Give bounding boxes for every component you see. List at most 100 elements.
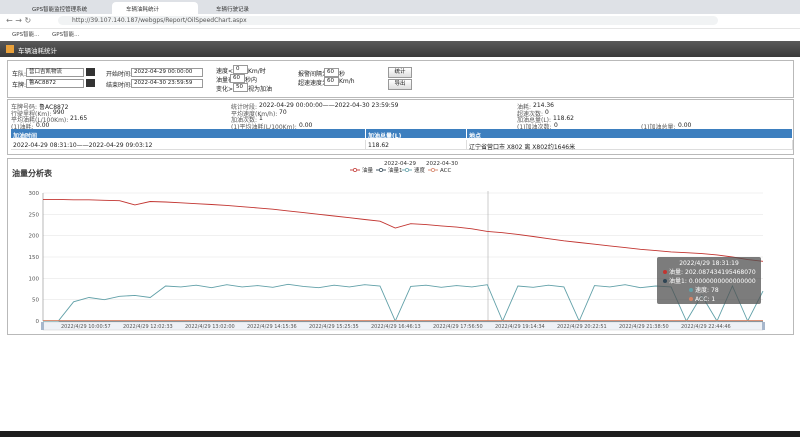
zoom-handle [762, 322, 765, 330]
summary-label: (1)平均油耗(L/100Km): [231, 123, 297, 131]
table-cell-text: 2022-04-29 08:31:10——2022-04-29 09:03:12 [13, 142, 153, 149]
legend-marker [431, 168, 435, 172]
summary-value: 0.00 [36, 121, 50, 129]
x-label: 2022/4/29 12:02:33 [123, 324, 173, 330]
toolbar: ← → ↻ http://39.107.140.187/webgps/Repor… [0, 14, 800, 29]
input[interactable]: 60 [324, 68, 339, 77]
input[interactable]: 2022-04-30 23:59:59 [131, 79, 203, 88]
summary-label: 加油总量(L): [517, 117, 552, 124]
input[interactable]: 60 [324, 77, 339, 86]
legend-marker [353, 168, 357, 172]
y-tick-label: 150 [29, 255, 40, 261]
form-label: 视为加油 [248, 86, 273, 93]
button[interactable]: 统计 [388, 67, 412, 78]
search-button[interactable] [86, 79, 95, 87]
table-cell [366, 140, 467, 150]
table-cell-text: 辽宁省营口市 X802 离 X802约1646米 [469, 144, 576, 151]
x-label: 2022/4/29 21:38:50 [619, 324, 669, 330]
summary-value: 1 [259, 115, 263, 122]
tooltip-value: 0.0000000000000000 [689, 278, 756, 285]
input[interactable]: 60 [230, 74, 245, 83]
table-cell [467, 140, 793, 150]
form-label: Km/时 [248, 68, 266, 75]
date-label: 2022-04-29 [384, 161, 416, 167]
form-label: 秒 [339, 71, 346, 78]
x-label: 2022/4/29 10:00:57 [61, 324, 111, 330]
x-label: 2022/4/29 13:02:00 [185, 324, 235, 330]
chart: 油量分析表 2022-04-29 2022-04-30 0 50 100 150 200 250… [12, 161, 765, 331]
page-header: 车辆油耗统计 [0, 41, 800, 57]
series-line [43, 198, 764, 262]
query-form: 车队: 营口吉凯物流车牌: 鲁AC8872 开始时间: 2022-04-29 00:00… [7, 60, 794, 98]
summary-label: 油耗: [517, 104, 532, 111]
tooltip-value: 78 [711, 287, 719, 294]
tab[interactable] [112, 2, 198, 14]
y-tick-label: 250 [29, 212, 40, 218]
table-header-cell [366, 129, 466, 138]
table-header: 加油时间 [13, 133, 38, 140]
input[interactable]: 营口吉凯物流 [26, 68, 84, 77]
form-label: 秒内 [245, 77, 258, 84]
search-button[interactable] [86, 68, 95, 76]
form-label: 速度<= [216, 68, 239, 75]
form-label: 结束时间: [106, 82, 133, 89]
url: http://39.107.140.187/webgps/Report/OilS… [72, 17, 247, 24]
summary-value: 0.00 [299, 121, 313, 129]
x-label: 2022/4/29 16:46:13 [371, 324, 421, 330]
y-tick-label: 100 [29, 276, 40, 282]
summary-label: 行驶里程(Km): [11, 110, 52, 118]
form-label: 超速速度为 [298, 80, 329, 87]
form-label: 报警间隔为 [298, 71, 329, 78]
button[interactable]: 导出 [388, 79, 412, 90]
table-header-cell [11, 129, 365, 138]
address-field[interactable] [58, 16, 718, 25]
table-cell-text: 118.62 [368, 142, 389, 149]
form-label: 油量在 [216, 77, 235, 84]
nav-buttons[interactable]: ← → ↻ [6, 16, 32, 25]
summary-value: 鲁AC8872 [39, 104, 69, 111]
bookmark[interactable]: GPS智能... [52, 32, 80, 38]
x-label: 2022/4/29 20:22:51 [557, 324, 607, 330]
bookmarks-bar: GPS智能... GPS智能... [0, 29, 800, 38]
form-label: Km/h [339, 78, 355, 85]
summary-value: 0 [545, 108, 549, 116]
input[interactable]: 鲁AC8872 [26, 79, 84, 88]
bookmark[interactable]: GPS智能... [12, 32, 40, 38]
summary-label: 平均速度(Km/h): [231, 110, 278, 118]
x-label: 2022/4/29 14:15:36 [247, 324, 297, 330]
summary-label: (1)加油次数: [517, 123, 552, 131]
header-icon [6, 45, 14, 53]
date-label: 2022-04-30 [426, 161, 458, 167]
taskbar [0, 431, 800, 437]
summary-value: 70 [279, 108, 287, 116]
form-label: 开始时间: [106, 71, 133, 78]
summary-label: 平均油耗(L/100Km): [11, 117, 69, 124]
legend-label: 速度 [414, 166, 426, 174]
tooltip-value: 202.087434195468070 [685, 269, 756, 276]
series-line [43, 283, 764, 323]
table-cell [11, 140, 366, 150]
form-label: 车牌: [12, 82, 27, 89]
form-label: 车队: [12, 71, 27, 78]
chart-panel: 油量分析表 2022-04-29 2022-04-30 0 50 100 150 200 250… [7, 158, 794, 335]
tab-title: 车辆行驶记录 [216, 7, 250, 13]
summary-label: 超速次数: [517, 110, 544, 118]
zoom-handle [41, 322, 44, 330]
summary-value: 118.62 [553, 115, 574, 122]
tooltip-label: 速度: [695, 286, 709, 294]
summary-value: 990 [53, 108, 65, 116]
input[interactable]: 50 [233, 83, 248, 92]
summary-label: 加油次数: [231, 117, 258, 124]
header-title: 车辆油耗统计 [18, 47, 57, 55]
input[interactable]: 2022-04-29 00:00:00 [131, 68, 203, 77]
table-header-cell [467, 129, 792, 138]
form-label: 变化>= [216, 86, 239, 93]
chart-title: 油量分析表 [12, 168, 53, 178]
legend-label: ACC [440, 168, 452, 174]
tooltip-label: 油量: [669, 268, 683, 276]
x-label: 2022/4/29 17:56:50 [433, 324, 483, 330]
input[interactable]: 0 [233, 65, 248, 74]
table-header: 加油总量(L) [368, 133, 402, 140]
summary-label: (1)加油总量: [641, 123, 676, 131]
